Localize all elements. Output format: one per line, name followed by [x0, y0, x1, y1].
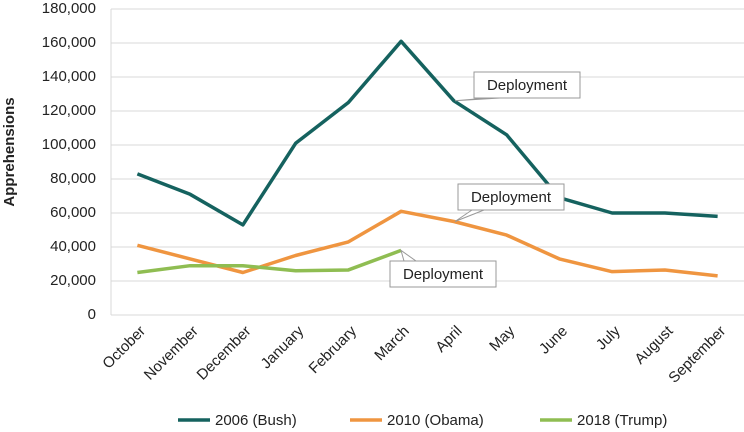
annotation-pointer — [400, 249, 418, 262]
y-tick-label: 180,000 — [42, 0, 96, 17]
y-tick-label: 100,000 — [42, 136, 96, 153]
x-tick-label: October — [99, 323, 149, 373]
x-tick-label: June — [536, 323, 571, 358]
y-tick-label: 120,000 — [42, 102, 96, 119]
y-tick-label: 40,000 — [50, 238, 96, 255]
legend-label: 2010 (Obama) — [387, 412, 484, 429]
legend-label: 2018 (Trump) — [577, 412, 667, 429]
annotation-box — [457, 183, 565, 211]
x-tick-label: September — [665, 323, 729, 387]
x-tick-label: July — [593, 322, 624, 353]
y-tick-label: 80,000 — [50, 170, 96, 187]
series-line — [137, 248, 402, 275]
x-tick-label: April — [432, 323, 465, 356]
annotation-pointer — [454, 209, 485, 222]
legend-label: 2006 (Bush) — [215, 412, 297, 429]
annotation-box — [473, 71, 581, 99]
x-tick-label: December — [194, 323, 255, 384]
x-tick-label: January — [257, 322, 307, 372]
series-line — [136, 209, 718, 278]
y-tick-label: 140,000 — [42, 68, 96, 85]
annotation-text: Deployment — [487, 77, 568, 94]
annotation-text: Deployment — [471, 189, 552, 206]
x-tick-label: August — [631, 322, 677, 368]
annotation-text: Deployment — [403, 266, 484, 283]
annotation-box — [389, 260, 497, 288]
x-tick-label: November — [141, 323, 202, 384]
x-tick-label: February — [306, 322, 361, 377]
x-tick-label: March — [371, 323, 412, 364]
x-tick-label: May — [486, 322, 518, 354]
y-axis-title: Apprehensions — [1, 97, 18, 206]
y-tick-label: 20,000 — [50, 272, 96, 289]
y-tick-label: 0 — [88, 306, 96, 323]
y-tick-label: 160,000 — [42, 34, 96, 51]
series-line — [136, 39, 718, 227]
y-tick-label: 60,000 — [50, 204, 96, 221]
